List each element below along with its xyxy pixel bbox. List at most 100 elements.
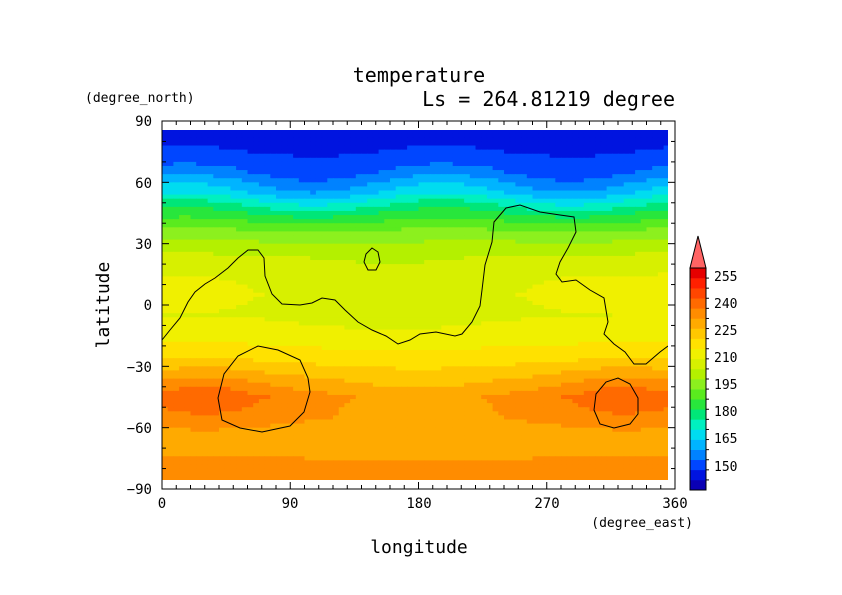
field-cell — [293, 345, 300, 351]
field-cell — [287, 296, 294, 302]
field-cell — [458, 125, 464, 130]
field-cell — [390, 157, 397, 163]
field-cell — [344, 198, 351, 204]
field-cell — [407, 333, 414, 339]
field-cell — [298, 170, 306, 175]
field-cell — [236, 182, 243, 188]
field-cell — [401, 206, 408, 212]
field-cell — [298, 182, 306, 188]
field-cell — [304, 170, 311, 175]
field-cell — [356, 125, 362, 130]
field-cell — [247, 268, 254, 273]
field-cell — [526, 321, 534, 327]
field-cell — [213, 264, 220, 269]
field-cell — [173, 219, 180, 224]
field-cell — [281, 153, 288, 159]
field-cell — [600, 145, 608, 151]
field-cell — [293, 260, 300, 265]
field-cell — [452, 165, 459, 171]
field-cell — [321, 300, 328, 306]
field-cell — [429, 243, 437, 249]
field-cell — [230, 292, 237, 298]
field-cell — [453, 121, 459, 126]
field-cell — [258, 333, 266, 339]
field-cell — [298, 149, 306, 155]
field-cell — [236, 130, 243, 134]
field-cell — [492, 292, 499, 298]
field-cell — [458, 325, 465, 331]
field-cell — [167, 130, 174, 134]
field-cell — [515, 268, 522, 273]
field-cell — [310, 219, 317, 224]
field-cell — [566, 141, 573, 147]
field-cell — [190, 141, 197, 147]
field-cell — [532, 190, 539, 196]
field-cell — [378, 182, 385, 188]
field-cell — [258, 130, 266, 134]
field-cell — [652, 317, 659, 322]
field-cell — [350, 345, 357, 351]
field-cell — [241, 198, 249, 204]
field-cell — [241, 227, 249, 232]
field-cell — [464, 272, 471, 277]
field-cell — [561, 190, 568, 196]
field-cell — [179, 149, 186, 155]
field-cell — [338, 317, 345, 322]
field-cell — [173, 313, 180, 318]
field-cell — [418, 305, 425, 310]
field-cell — [327, 235, 334, 241]
field-cell — [663, 255, 668, 261]
field-cell — [635, 141, 642, 147]
field-cell — [549, 198, 556, 204]
field-cell — [287, 300, 294, 306]
field-cell — [355, 182, 363, 188]
field-cell — [629, 215, 636, 220]
field-cell — [236, 243, 243, 249]
field-cell — [458, 190, 465, 196]
field-cell — [412, 215, 420, 220]
field-cell — [572, 272, 579, 277]
field-cell — [640, 260, 648, 265]
field-cell — [281, 292, 288, 298]
field-cell — [623, 235, 630, 241]
field-cell — [595, 255, 602, 261]
field-cell — [304, 133, 311, 138]
field-cell — [207, 170, 214, 175]
field-cell — [572, 276, 579, 282]
field-cell — [475, 333, 482, 339]
field-cell — [327, 190, 334, 196]
field-cell — [173, 341, 180, 347]
field-cell — [515, 284, 522, 290]
field-cell — [281, 145, 288, 151]
field-cell — [384, 251, 391, 257]
field-cell — [549, 260, 556, 265]
field-cell — [367, 341, 374, 347]
field-cell — [162, 325, 169, 331]
field-cell — [424, 337, 431, 343]
field-cell — [469, 239, 477, 245]
field-cell — [321, 333, 328, 339]
field-cell — [327, 145, 334, 151]
field-cell — [578, 130, 585, 134]
field-cell — [287, 149, 294, 155]
field-cell — [498, 161, 505, 167]
field-cell — [646, 284, 653, 290]
field-cell — [321, 313, 328, 318]
field-cell — [287, 341, 294, 347]
field-cell — [600, 255, 608, 261]
field-cell — [549, 130, 556, 134]
field-cell — [162, 292, 169, 298]
field-cell — [635, 337, 642, 343]
field-cell — [367, 210, 374, 216]
field-cell — [526, 280, 534, 286]
field-cell — [538, 333, 545, 339]
field-cell — [515, 325, 522, 331]
field-cell — [179, 305, 186, 310]
field-cell — [578, 206, 585, 212]
field-cell — [464, 170, 471, 175]
field-cell — [538, 157, 545, 163]
field-cell — [401, 125, 407, 130]
field-cell — [583, 276, 591, 282]
field-cell — [566, 243, 573, 249]
field-cell — [566, 165, 573, 171]
